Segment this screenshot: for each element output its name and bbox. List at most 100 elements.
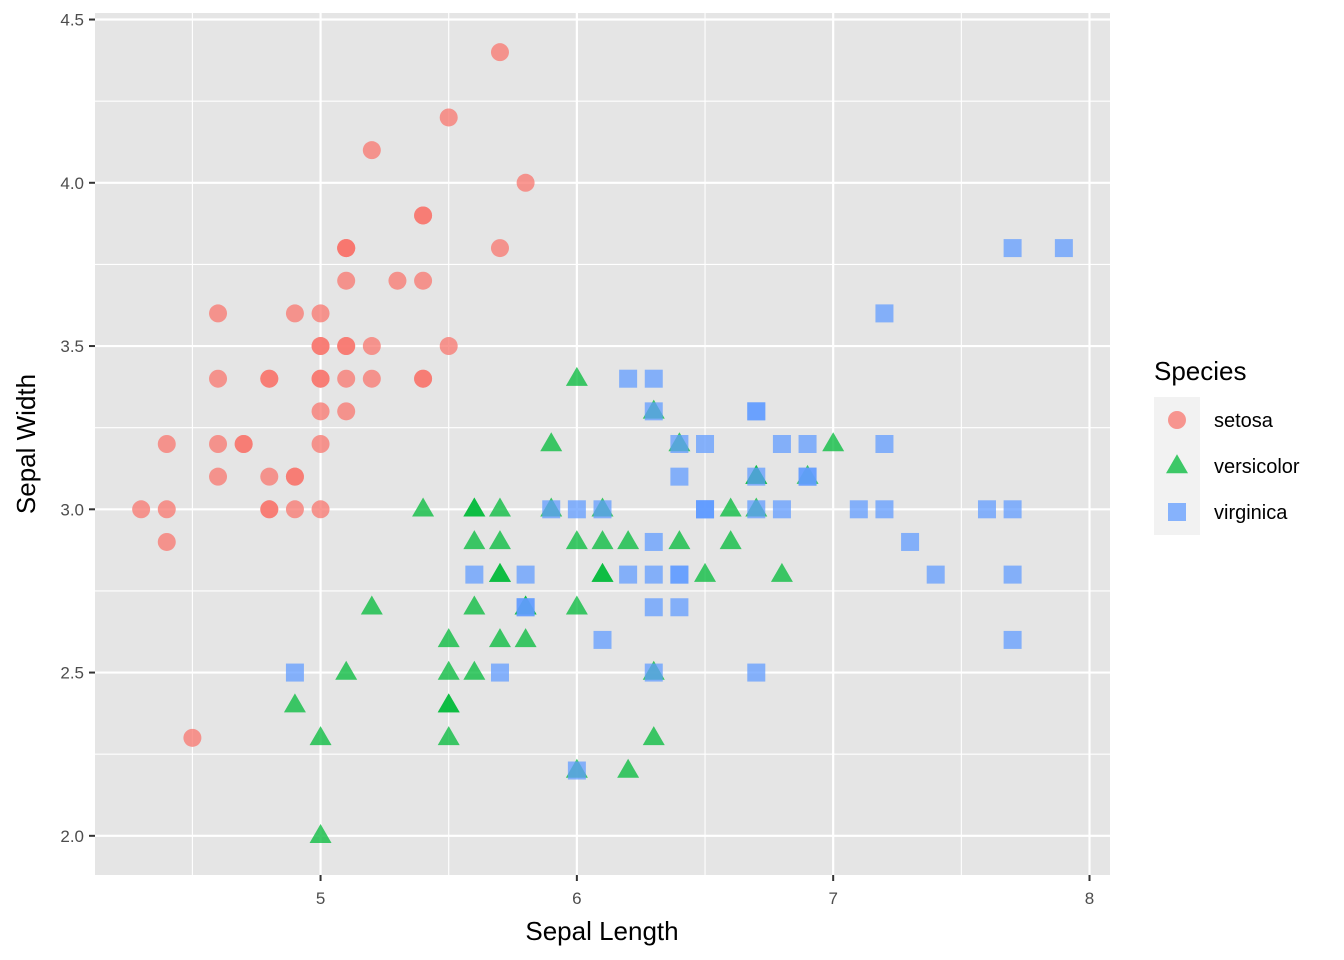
virginica-point bbox=[670, 467, 689, 486]
setosa-point bbox=[209, 304, 228, 323]
setosa-point bbox=[311, 304, 330, 323]
versicolor-point bbox=[617, 530, 640, 550]
virginica-point bbox=[875, 304, 894, 323]
virginica-point bbox=[747, 467, 766, 486]
setosa-point bbox=[439, 337, 458, 356]
legend-title: Species bbox=[1154, 356, 1247, 386]
setosa-point bbox=[311, 337, 330, 356]
setosa-point bbox=[311, 435, 330, 453]
setosa-point bbox=[414, 206, 433, 225]
versicolor-point bbox=[565, 530, 588, 550]
setosa-point bbox=[311, 500, 330, 519]
versicolor-point bbox=[309, 824, 332, 844]
setosa-point bbox=[285, 467, 304, 486]
setosa-point bbox=[388, 271, 407, 290]
setosa-point bbox=[183, 728, 202, 747]
virginica-point bbox=[593, 500, 612, 519]
versicolor-point bbox=[488, 628, 511, 648]
virginica-point bbox=[1003, 565, 1022, 584]
setosa-point bbox=[490, 239, 509, 258]
versicolor-point bbox=[437, 726, 460, 746]
virginica-point bbox=[696, 500, 715, 519]
setosa-point bbox=[490, 43, 509, 62]
virginica-point bbox=[644, 402, 663, 421]
virginica-point bbox=[977, 500, 996, 519]
versicolor-point bbox=[719, 497, 742, 517]
virginica-point bbox=[670, 435, 689, 453]
legend: Species setosa versicolor virginica bbox=[1154, 356, 1300, 535]
versicolor-point bbox=[565, 366, 588, 386]
virginica-point bbox=[747, 402, 766, 421]
setosa-point bbox=[439, 108, 458, 127]
virginica-point bbox=[1003, 239, 1022, 258]
versicolor-point bbox=[463, 660, 486, 680]
versicolor-point bbox=[540, 432, 563, 452]
legend-label-versicolor: versicolor bbox=[1214, 456, 1300, 478]
x-tick-label: 5 bbox=[316, 889, 325, 908]
versicolor-point bbox=[770, 562, 793, 582]
setosa-point bbox=[311, 402, 330, 421]
virginica-point bbox=[644, 532, 663, 551]
versicolor-point bbox=[694, 562, 717, 582]
versicolor-point bbox=[488, 530, 511, 550]
versicolor-point bbox=[283, 693, 306, 713]
virginica-point bbox=[465, 565, 484, 584]
setosa-point bbox=[414, 271, 433, 290]
setosa-point bbox=[414, 369, 433, 388]
setosa-point bbox=[132, 500, 151, 519]
versicolor-point bbox=[617, 758, 640, 778]
versicolor-point bbox=[668, 530, 691, 550]
virginica-point bbox=[516, 598, 535, 617]
x-axis-title: Sepal Length bbox=[525, 916, 678, 946]
setosa-point bbox=[260, 467, 279, 486]
virginica-point bbox=[849, 500, 868, 519]
versicolor-point bbox=[360, 595, 383, 615]
virginica-point bbox=[567, 761, 586, 780]
legend-label-setosa: setosa bbox=[1214, 410, 1274, 432]
virginica-point bbox=[747, 500, 766, 519]
data-points bbox=[132, 43, 1073, 844]
setosa-point bbox=[362, 337, 381, 356]
versicolor-point bbox=[309, 726, 332, 746]
virginica-point bbox=[798, 467, 817, 486]
virginica-point bbox=[875, 435, 894, 453]
setosa-point bbox=[157, 435, 176, 453]
y-axis-title: Sepal Width bbox=[11, 374, 41, 514]
virginica-point bbox=[926, 565, 945, 584]
versicolor-point bbox=[437, 693, 460, 713]
virginica-point bbox=[670, 565, 689, 584]
virginica-point bbox=[772, 435, 791, 453]
versicolor-point bbox=[488, 497, 511, 517]
virginica-point bbox=[567, 500, 586, 519]
setosa-point bbox=[516, 173, 535, 192]
virginica-point bbox=[490, 663, 509, 682]
setosa-point bbox=[209, 369, 228, 388]
y-tick-label: 4.5 bbox=[60, 11, 84, 30]
virginica-point bbox=[619, 565, 638, 584]
virginica-point bbox=[772, 500, 791, 519]
legend-square-icon bbox=[1168, 503, 1186, 521]
setosa-point bbox=[260, 369, 279, 388]
setosa-point bbox=[157, 500, 176, 519]
virginica-point bbox=[1003, 500, 1022, 519]
virginica-point bbox=[619, 369, 638, 388]
setosa-point bbox=[337, 402, 356, 421]
legend-triangle-icon bbox=[1166, 454, 1188, 474]
setosa-point bbox=[260, 500, 279, 519]
versicolor-point bbox=[412, 497, 435, 517]
setosa-point bbox=[311, 369, 330, 388]
versicolor-point bbox=[463, 530, 486, 550]
x-tick-label: 7 bbox=[828, 889, 837, 908]
legend-label-virginica: virginica bbox=[1214, 502, 1288, 524]
setosa-point bbox=[209, 467, 228, 486]
setosa-point bbox=[285, 304, 304, 323]
virginica-point bbox=[644, 369, 663, 388]
virginica-point bbox=[644, 565, 663, 584]
virginica-point bbox=[901, 532, 920, 551]
setosa-point bbox=[362, 369, 381, 388]
y-tick-label: 2.0 bbox=[60, 827, 84, 846]
setosa-point bbox=[285, 500, 304, 519]
virginica-point bbox=[1003, 630, 1022, 649]
versicolor-point bbox=[642, 726, 665, 746]
virginica-point bbox=[747, 663, 766, 682]
